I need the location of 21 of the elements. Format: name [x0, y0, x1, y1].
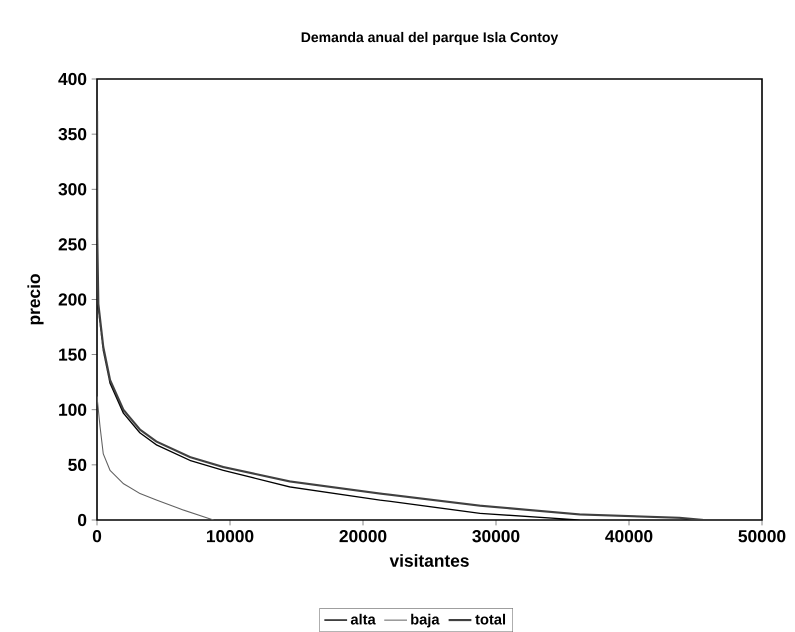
y-axis-title: precio: [27, 274, 44, 324]
y-tick-label: 250: [58, 238, 86, 251]
y-tick-label: 400: [58, 72, 86, 86]
y-tick-label: 100: [59, 404, 86, 416]
legend-label: total: [475, 614, 506, 625]
x-axis-title: visitantes: [390, 554, 469, 567]
x-tick-label: 20000: [340, 530, 386, 542]
y-tick-label: 0: [78, 514, 86, 526]
legend-label: baja: [411, 614, 440, 628]
y-tick-label: 150: [59, 348, 86, 361]
chart-title: Demanda anual del parque Isla Contoy: [302, 32, 558, 45]
y-tick-label: 50: [68, 458, 86, 471]
y-tick-label: 300: [58, 183, 86, 196]
legend-label: alta: [350, 614, 376, 625]
x-tick-label: 0: [92, 530, 102, 542]
x-tick-label: 30000: [472, 530, 520, 542]
x-tick-label: 40000: [605, 530, 652, 542]
y-tick-label: 200: [58, 293, 86, 306]
x-tick-label: 10000: [206, 530, 254, 542]
y-tick-label: 350: [58, 128, 86, 140]
x-tick-label: 50000: [738, 530, 786, 542]
